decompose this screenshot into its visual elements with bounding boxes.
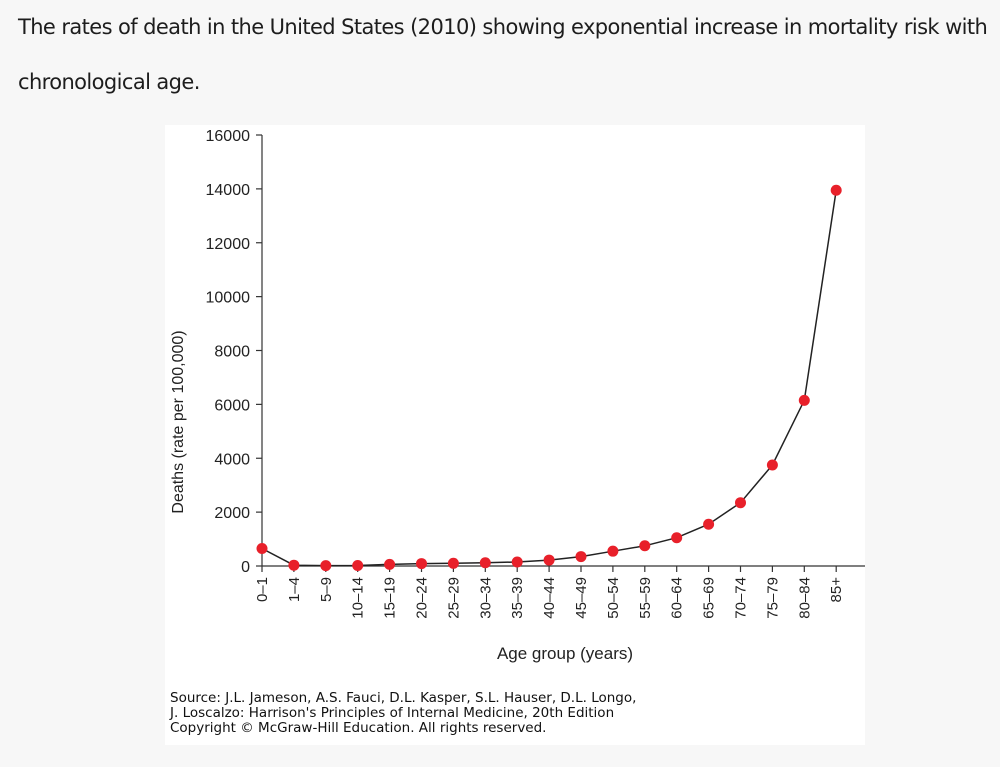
x-tick-label: 25–29 xyxy=(445,577,462,619)
data-point xyxy=(639,540,651,552)
data-point xyxy=(416,558,427,570)
data-point xyxy=(256,542,268,554)
data-point xyxy=(352,559,364,571)
y-tick-label: 6000 xyxy=(214,397,250,414)
data-point xyxy=(798,394,810,406)
source-line: Source: J.L. Jameson, A.S. Fauci, D.L. K… xyxy=(170,690,637,706)
data-point xyxy=(575,551,587,563)
x-tick-label: 60–64 xyxy=(669,577,686,619)
source-line: J. Loscalzo: Harrison's Principles of In… xyxy=(170,705,615,721)
y-axis: 0 2000 4000 6000 8000 10000 12000 14000 16000 xyxy=(206,128,263,576)
y-tick-label: 16000 xyxy=(206,128,251,145)
y-tick-label: 12000 xyxy=(206,236,251,253)
data-point xyxy=(607,545,619,557)
data-point xyxy=(384,558,396,570)
data-point xyxy=(320,560,332,572)
data-point xyxy=(766,459,778,471)
x-tick-label: 40–44 xyxy=(541,577,558,619)
data-point xyxy=(447,557,459,569)
source-line: Copyright © McGraw-Hill Education. All r… xyxy=(170,720,547,736)
x-tick-label: 10–14 xyxy=(350,577,367,619)
data-point xyxy=(671,532,683,544)
data-point xyxy=(703,518,715,530)
x-tick-label: 50–54 xyxy=(605,577,622,619)
y-axis-label: Deaths (rate per 100,000) xyxy=(170,330,187,513)
data-point xyxy=(543,554,555,566)
x-tick-label: 35–39 xyxy=(509,577,526,619)
y-tick-label: 8000 xyxy=(214,344,250,361)
data-point xyxy=(511,556,523,568)
x-axis: 0–1 1–4 5–9 10–14 15–19 20–24 25–29 30–34 35–39 4… xyxy=(254,565,865,619)
x-tick-label: 55–59 xyxy=(637,577,654,619)
x-tick-label: 75–79 xyxy=(764,577,781,619)
x-tick-label: 15–19 xyxy=(382,577,399,619)
series-mortality xyxy=(256,184,842,572)
chart-figure: 0 2000 4000 6000 8000 10000 12000 14000 16000 0–… xyxy=(165,125,865,745)
x-tick-label: 80–84 xyxy=(796,577,813,619)
y-tick-label: 14000 xyxy=(206,182,251,199)
x-tick-label: 70–74 xyxy=(733,577,750,619)
x-tick-label: 20–24 xyxy=(414,577,431,619)
x-tick-label: 30–34 xyxy=(477,577,494,619)
y-tick-label: 2000 xyxy=(214,505,250,522)
series-line xyxy=(261,190,837,567)
source-note: Source: J.L. Jameson, A.S. Fauci, D.L. K… xyxy=(170,691,636,736)
x-tick-label: 1–4 xyxy=(286,577,303,602)
y-tick-label: 0 xyxy=(241,559,250,576)
x-tick-label: 0–1 xyxy=(254,577,271,602)
data-point xyxy=(735,497,746,509)
x-tick-label: 5–9 xyxy=(318,577,335,602)
figure-caption: The rates of death in the United States … xyxy=(18,15,988,94)
data-point xyxy=(288,559,300,571)
data-point xyxy=(479,557,491,569)
x-tick-label: 45–49 xyxy=(573,577,590,619)
x-axis-label: Age group (years) xyxy=(497,644,633,663)
x-tick-label: 65–69 xyxy=(701,577,718,619)
y-tick-label: 10000 xyxy=(206,290,251,307)
mortality-line-chart: 0 2000 4000 6000 8000 10000 12000 14000 16000 0–… xyxy=(170,128,865,663)
y-tick-label: 4000 xyxy=(214,451,250,468)
data-point xyxy=(830,184,842,196)
x-tick-label: 85+ xyxy=(828,577,845,603)
